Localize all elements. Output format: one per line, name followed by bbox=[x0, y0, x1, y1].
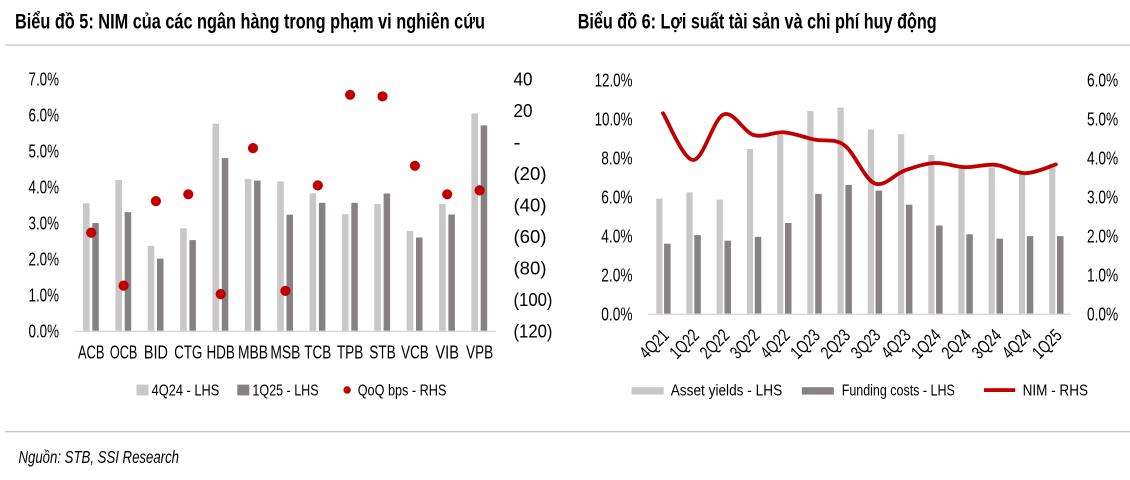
svg-text:MBB: MBB bbox=[238, 342, 268, 362]
svg-text:(60): (60) bbox=[514, 227, 547, 247]
svg-text:MSB: MSB bbox=[270, 342, 300, 362]
svg-text:VCB: VCB bbox=[401, 342, 429, 362]
svg-text:5.0%: 5.0% bbox=[1087, 109, 1118, 129]
svg-text:3.0%: 3.0% bbox=[1087, 187, 1118, 207]
svg-text:Funding costs - LHS: Funding costs - LHS bbox=[842, 383, 955, 400]
svg-text:5.0%: 5.0% bbox=[29, 141, 60, 161]
svg-text:Asset yields - LHS: Asset yields - LHS bbox=[671, 383, 783, 400]
svg-text:20: 20 bbox=[514, 101, 533, 121]
svg-text:6.0%: 6.0% bbox=[601, 187, 632, 207]
svg-text:4Q24 - LHS: 4Q24 - LHS bbox=[152, 383, 220, 400]
svg-text:4.0%: 4.0% bbox=[1087, 148, 1118, 168]
svg-text:7.0%: 7.0% bbox=[29, 69, 60, 89]
svg-text:Nguồn: STB, SSI Research: Nguồn: STB, SSI Research bbox=[19, 447, 180, 467]
svg-text:(120): (120) bbox=[514, 322, 553, 342]
svg-text:1.0%: 1.0% bbox=[29, 286, 60, 306]
svg-text:8.0%: 8.0% bbox=[601, 148, 632, 168]
svg-text:TCB: TCB bbox=[304, 342, 331, 362]
svg-text:6.0%: 6.0% bbox=[1087, 70, 1118, 90]
svg-text:VIB: VIB bbox=[435, 342, 459, 362]
svg-text:CTG: CTG bbox=[174, 342, 202, 362]
svg-text:10.0%: 10.0% bbox=[595, 109, 633, 129]
svg-text:Biểu đồ 5: NIM của các ngân hà: Biểu đồ 5: NIM của các ngân hàng trong p… bbox=[15, 10, 485, 34]
svg-text:HDB: HDB bbox=[206, 342, 235, 362]
svg-text:2.0%: 2.0% bbox=[1087, 226, 1118, 246]
svg-text:(80): (80) bbox=[514, 259, 547, 279]
svg-text:3.0%: 3.0% bbox=[29, 213, 60, 233]
svg-text:0.0%: 0.0% bbox=[601, 305, 632, 325]
svg-text:TPB: TPB bbox=[337, 342, 364, 362]
svg-text:-: - bbox=[514, 133, 521, 153]
svg-text:ACB: ACB bbox=[78, 342, 105, 362]
svg-text:0.0%: 0.0% bbox=[1087, 305, 1118, 325]
svg-text:1.0%: 1.0% bbox=[1087, 266, 1118, 286]
svg-text:12.0%: 12.0% bbox=[595, 70, 633, 90]
svg-text:2.0%: 2.0% bbox=[29, 250, 60, 270]
svg-text:2.0%: 2.0% bbox=[601, 266, 632, 286]
svg-text:40: 40 bbox=[514, 70, 533, 90]
svg-text:4.0%: 4.0% bbox=[29, 177, 60, 197]
svg-text:NIM - RHS: NIM - RHS bbox=[1023, 383, 1088, 400]
svg-text:6.0%: 6.0% bbox=[29, 105, 60, 125]
svg-text:(40): (40) bbox=[514, 196, 547, 216]
svg-text:OCB: OCB bbox=[110, 342, 138, 362]
svg-text:Biểu đồ 6: Lợi suất tài sản và: Biểu đồ 6: Lợi suất tài sản và chi phí h… bbox=[578, 10, 937, 34]
svg-text:VPB: VPB bbox=[466, 342, 493, 362]
svg-text:1Q25 - LHS: 1Q25 - LHS bbox=[252, 383, 318, 400]
svg-text:(20): (20) bbox=[514, 164, 547, 184]
svg-text:QoQ bps - RHS: QoQ bps - RHS bbox=[358, 383, 447, 400]
svg-text:0.0%: 0.0% bbox=[29, 322, 60, 342]
svg-text:STB: STB bbox=[369, 342, 396, 362]
svg-text:BID: BID bbox=[144, 342, 168, 362]
svg-text:(100): (100) bbox=[514, 290, 553, 310]
svg-text:4.0%: 4.0% bbox=[601, 227, 632, 247]
